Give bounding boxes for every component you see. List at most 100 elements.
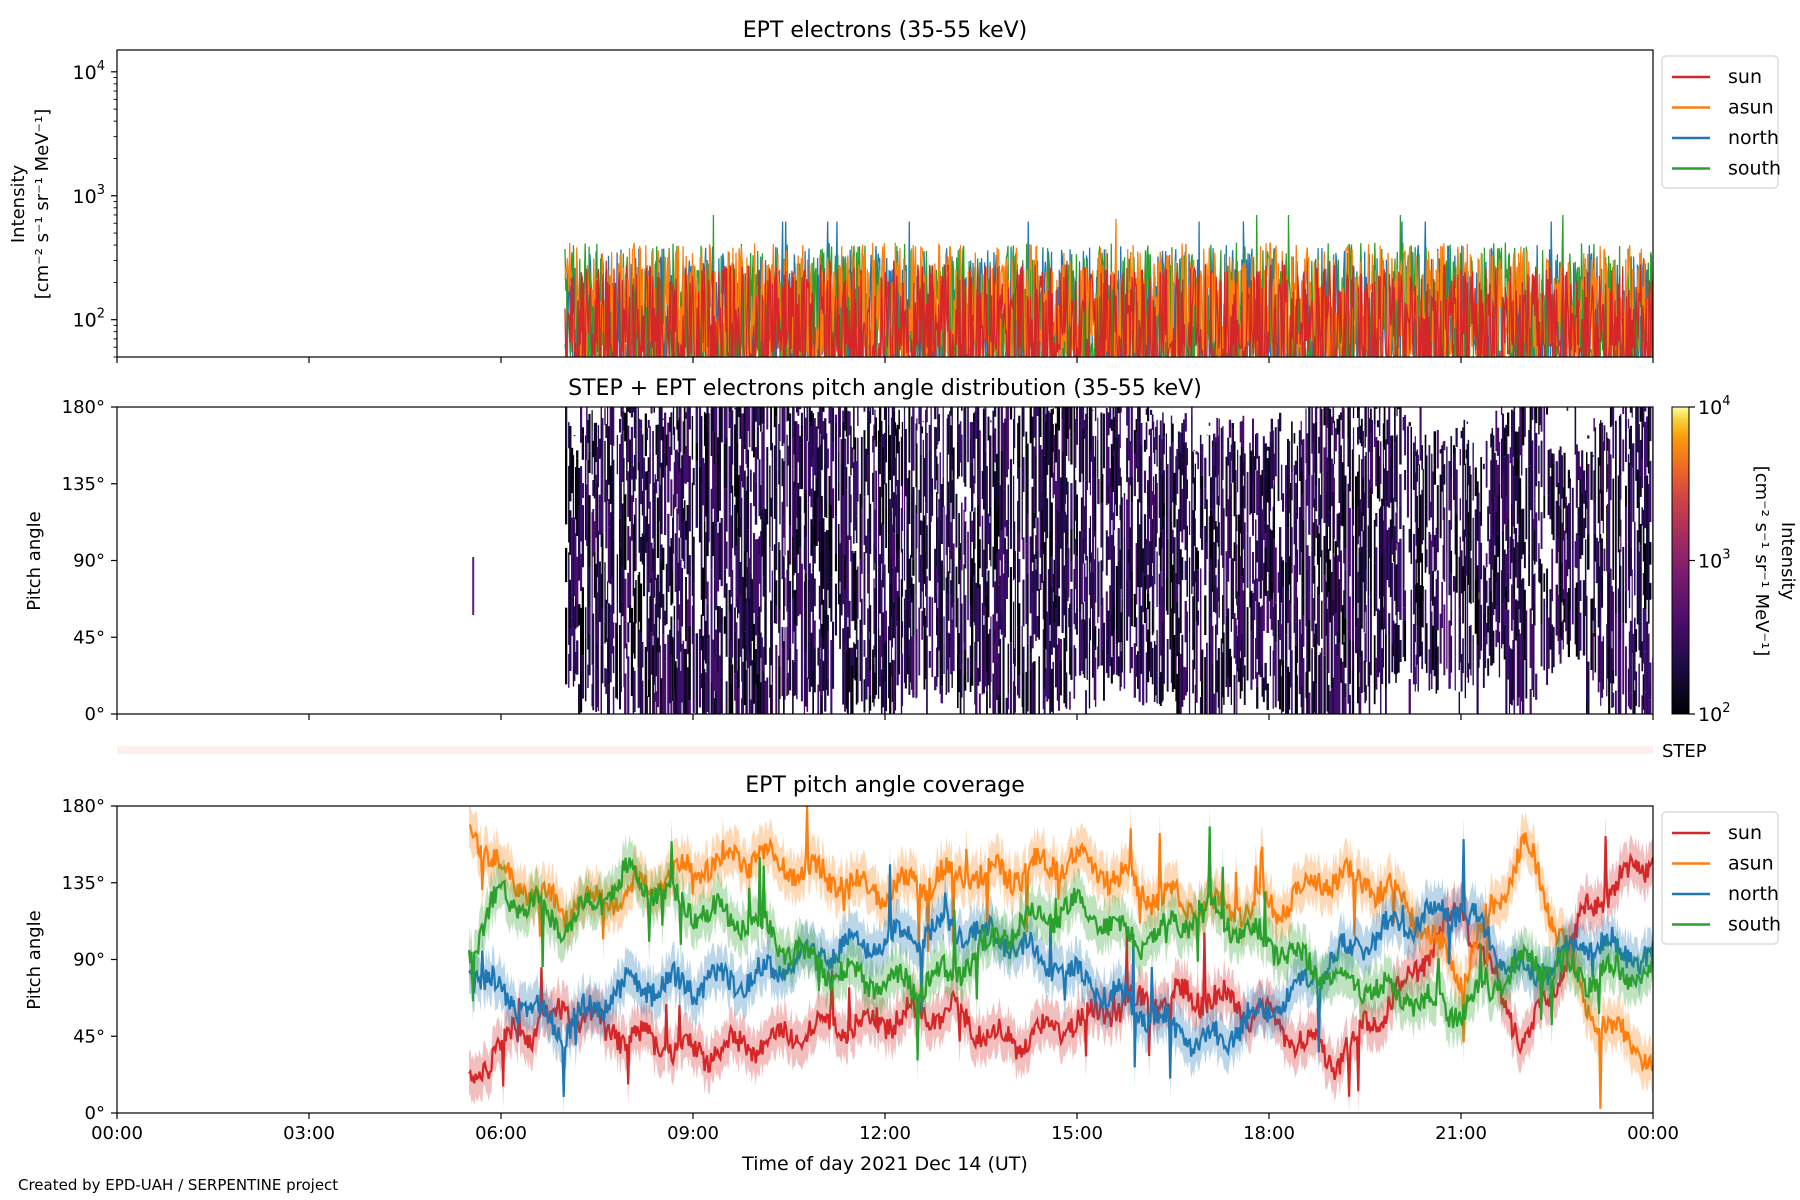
heatmap-cell [921,520,924,592]
heatmap-cell [1227,677,1230,697]
heatmap-cell [1558,579,1560,655]
heatmap-cell [737,638,740,689]
heatmap-cell [611,577,614,654]
heatmap-cell [647,420,650,428]
heatmap-cell [1631,407,1633,418]
heatmap-cell [939,550,941,632]
heatmap-cell [1052,601,1054,648]
heatmap-cell [1177,431,1180,470]
heatmap-cell [1272,441,1274,480]
heatmap-cell [595,422,598,462]
heatmap-cell [834,496,838,517]
heatmap-cell [591,410,593,431]
heatmap-cell [718,606,721,633]
heatmap-cell [1567,471,1570,489]
heatmap-cell [714,407,718,460]
heatmap-cell [604,622,606,644]
heatmap-cell [867,455,870,496]
heatmap-cell [1408,528,1411,553]
heatmap-cell [844,646,847,712]
heatmap-cell [1285,465,1288,510]
heatmap-cell [1543,573,1546,592]
heatmap-cell [1639,407,1642,422]
heatmap-cell [908,470,911,524]
heatmap-cell [1043,407,1046,456]
heatmap-cell [578,467,581,507]
heatmap-cell [728,407,731,413]
heatmap-cell [1143,470,1147,493]
heatmap-cell [873,645,875,664]
heatmap-cell [1609,644,1612,684]
heatmap-cell [665,563,668,625]
heatmap-cell [1620,535,1622,552]
heatmap-cell [797,407,800,416]
heatmap-cell [1113,546,1116,605]
heatmap-cell [1436,534,1439,553]
heatmap-cell [898,653,900,675]
heatmap-cell [1100,606,1103,666]
heatmap-cell [1453,445,1456,455]
heatmap-cell [1094,456,1097,531]
heatmap-cell [1120,546,1122,589]
heatmap-cell [1269,603,1272,619]
heatmap-cell [1213,542,1216,585]
heatmap-cell [1120,651,1122,688]
heatmap-cell [1439,474,1442,539]
heatmap-cell [1177,651,1180,714]
heatmap-cell [1228,452,1232,495]
heatmap-cell [1176,602,1179,657]
heatmap-cell [1083,619,1086,678]
heatmap-cell [623,411,625,431]
heatmap-cell [1199,506,1202,539]
heatmap-cell [961,407,963,411]
heatmap-cell [1269,589,1272,604]
heatmap-cell [812,604,814,670]
heatmap-cell [1632,649,1635,714]
heatmap-cell [1197,610,1199,626]
heatmap-cell [986,466,988,539]
heatmap-cell [1333,556,1335,618]
heatmap-cell [854,462,857,531]
heatmap-cell [877,448,880,475]
heatmap-cell [1171,637,1174,692]
heatmap-cell [915,423,917,488]
heatmap-cell [1435,629,1438,694]
heatmap-cell [1274,642,1277,708]
heatmap-cell [1188,501,1191,535]
heatmap-cell [672,571,674,604]
heatmap-cell [946,593,948,670]
heatmap-cell [745,541,747,588]
panel3-yticks: 0°45°90°135°180° [62,796,117,1124]
heatmap-cell [1301,582,1304,662]
heatmap-cell [1408,422,1411,427]
heatmap-cell [842,576,845,605]
heatmap-cell [605,668,608,694]
heatmap-cell [601,608,604,684]
heatmap-cell [1334,644,1337,714]
heatmap-cell [1649,681,1652,700]
heatmap-cell [1098,561,1100,617]
heatmap-cell [569,628,572,671]
heatmap-cell [1620,475,1622,500]
heatmap-cell [919,407,922,455]
heatmap-cell [1520,407,1523,413]
heatmap-cell [987,513,990,545]
heatmap-cell [1153,526,1155,583]
heatmap-cell [571,592,574,617]
heatmap-cell [977,407,980,419]
heatmap-cell [1634,690,1636,714]
heatmap-cell [632,622,635,654]
heatmap-cell [1507,548,1510,573]
heatmap-cell [977,537,980,589]
heatmap-cell [1262,436,1265,467]
heatmap-cell [1266,458,1269,503]
series-sun-line [564,260,1653,357]
heatmap-cell [807,579,810,631]
heatmap-cell [1130,571,1133,627]
heatmap-cell [1029,536,1032,614]
heatmap-cell [1525,610,1528,659]
heatmap-cell [1649,662,1652,682]
heatmap-cell [1192,510,1194,536]
heatmap-cell [607,638,609,714]
heatmap-cell [1252,639,1255,680]
